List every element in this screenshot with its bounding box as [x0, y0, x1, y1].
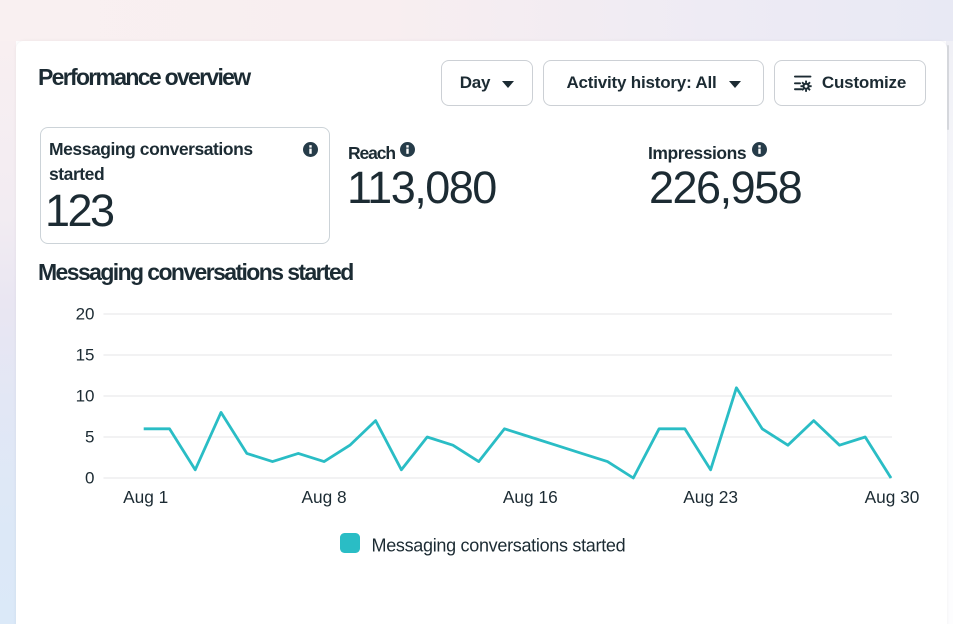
svg-text:Messaging conversations starte: Messaging conversations started — [372, 536, 626, 556]
svg-text:15: 15 — [76, 346, 95, 365]
svg-text:Aug 23: Aug 23 — [683, 487, 738, 507]
svg-text:5: 5 — [85, 428, 94, 447]
svg-text:10: 10 — [76, 387, 95, 406]
svg-text:0: 0 — [85, 469, 94, 488]
svg-text:Aug 8: Aug 8 — [302, 487, 347, 507]
svg-text:Aug 1: Aug 1 — [123, 487, 168, 507]
svg-text:20: 20 — [76, 305, 95, 324]
svg-text:Aug 30: Aug 30 — [865, 487, 920, 507]
svg-text:Aug 16: Aug 16 — [503, 487, 558, 507]
